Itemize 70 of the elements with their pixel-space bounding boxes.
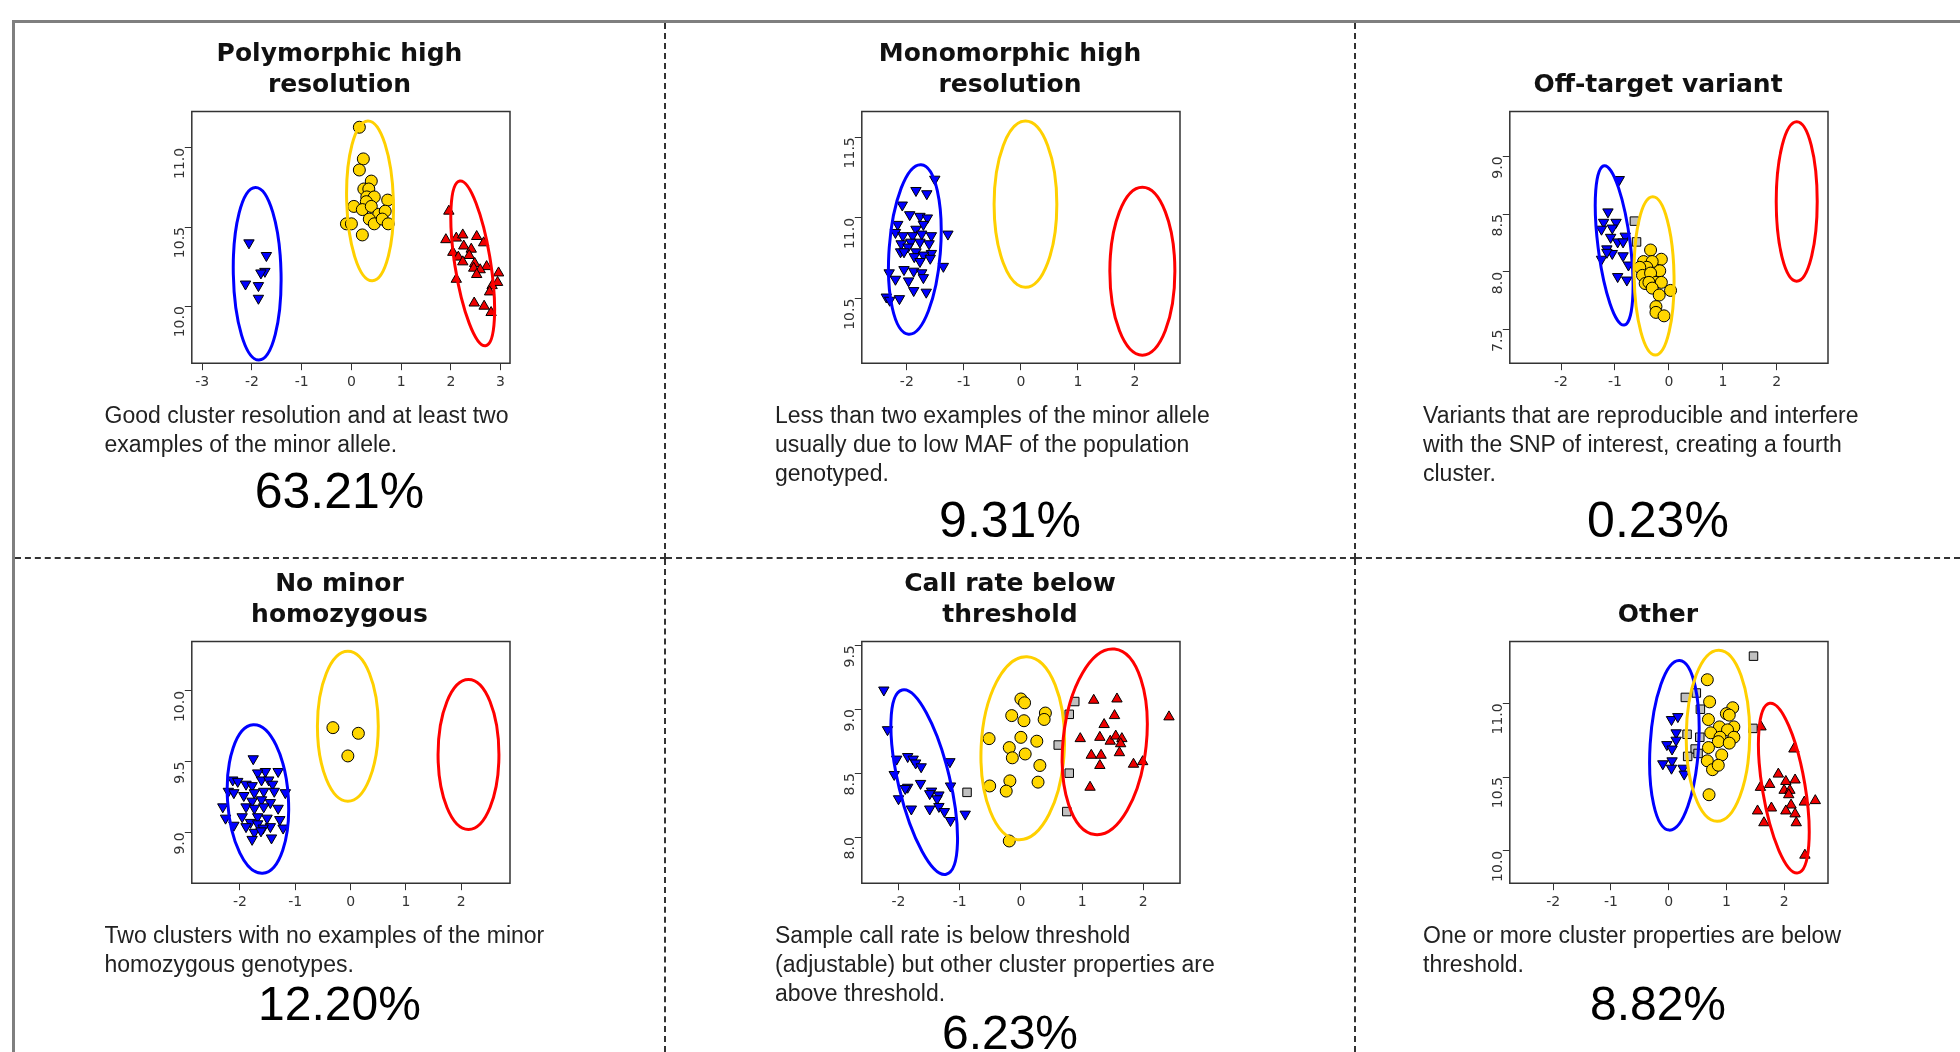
y-tick-label: 9.0 (170, 832, 187, 855)
text: Less than two examples of the minor allele usually due to low MAF of the population genotyped. (775, 401, 1211, 488)
x-tick-label: -1 (1603, 893, 1618, 910)
y-tick-label: 9.0 (1489, 156, 1506, 179)
y-tick-label: 10.0 (1489, 850, 1506, 882)
chart-title: Other (1617, 598, 1699, 629)
text: 9.31% (939, 492, 1081, 548)
x-tick-label: -2 (1546, 893, 1561, 910)
text: Two clusters with no examples of the minor homozygous genotypes. (104, 921, 546, 979)
y-tick-label: 9.0 (841, 709, 858, 732)
text: Variants that are reproducible and interfere with the SNP of interest, creating a fourth cluster. (1423, 401, 1860, 488)
y-tick-label: 8.0 (841, 837, 858, 860)
y-tick-label: 10.5 (841, 298, 858, 330)
y-tick-label: 8.5 (841, 773, 858, 796)
y-tick-label: 10.0 (170, 690, 187, 723)
y-tick-label: 11.0 (841, 217, 858, 250)
x-tick-label: 2 (456, 893, 466, 910)
x-tick-label: 2 (445, 373, 455, 390)
x-tick-label: 1 (401, 893, 410, 910)
x-tick-label: 2 (1130, 373, 1140, 390)
x-tick-label: -1 (1607, 373, 1622, 390)
x-tick-label: 0 (1664, 893, 1674, 910)
x-tick-label: -3 (194, 373, 209, 390)
x-tick-label: 0 (1664, 373, 1674, 390)
x-tick-label: 2 (1772, 373, 1782, 390)
y-tick-label: 10.5 (170, 227, 187, 259)
text: One or more cluster properties are below threshold. (1423, 922, 1842, 977)
text: 0.23% (1587, 492, 1729, 548)
chart-title: Monomorphic high resolution (877, 37, 1143, 99)
x-tick-label: 1 (1718, 373, 1728, 390)
y-tick-label: 8.0 (1489, 271, 1506, 295)
y-tick-label: 8.5 (1489, 214, 1506, 237)
x-tick-label: -1 (952, 893, 967, 910)
text: Good cluster resolution and at least two examples of the minor allele. (104, 401, 510, 459)
x-tick-label: 1 (1721, 893, 1731, 910)
x-tick-label: 0 (1016, 893, 1026, 910)
x-tick-label: 0 (1016, 373, 1026, 390)
x-tick-label: -2 (244, 373, 259, 390)
y-tick-label: 11.0 (1489, 703, 1506, 735)
x-tick-label: 3 (495, 373, 505, 390)
chart-title: Polymorphic high resolution (215, 37, 464, 99)
y-tick-label: 9.5 (170, 761, 187, 784)
x-tick-label: 2 (1138, 893, 1148, 910)
x-tick-label: -1 (287, 893, 302, 910)
chart-title: Off-target variant (1533, 68, 1783, 99)
text: 63.21% (254, 463, 425, 519)
x-tick-label: -2 (899, 373, 914, 390)
y-tick-label: 7.5 (1489, 329, 1506, 352)
y-tick-label: 10.5 (1489, 777, 1506, 809)
x-tick-label: -2 (891, 893, 906, 910)
x-tick-label: -2 (232, 893, 247, 910)
x-tick-label: 1 (1073, 373, 1083, 390)
x-tick-label: 0 (346, 373, 356, 390)
text: 8.82% (1589, 977, 1727, 1030)
text: 12.20% (258, 977, 421, 1030)
y-tick-label: 11.0 (170, 147, 187, 179)
x-tick-label: -1 (294, 373, 309, 390)
chart-title: No minor homozygous (250, 567, 429, 629)
x-tick-label: 1 (396, 373, 406, 390)
y-tick-label: 11.5 (841, 137, 858, 169)
x-tick-label: -1 (956, 373, 971, 390)
chart-title: Call rate below threshold (903, 567, 1117, 629)
y-tick-label: 9.5 (841, 645, 858, 668)
x-tick-label: 1 (1077, 893, 1087, 910)
text: 6.23% (941, 1006, 1079, 1052)
x-tick-label: 2 (1779, 893, 1789, 910)
x-tick-label: -2 (1554, 373, 1569, 390)
y-tick-label: 10.0 (170, 306, 187, 338)
x-tick-label: 0 (345, 893, 355, 910)
text: Sample call rate is below threshold (adjustable) but other cluster properties are above threshold. (775, 921, 1216, 1008)
